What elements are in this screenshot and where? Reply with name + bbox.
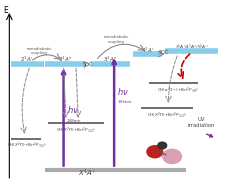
Text: SOC: SOC (83, 62, 93, 67)
Text: 248nm: 248nm (67, 119, 81, 123)
Text: CH($X^2\Pi$)+Br($^2P_{1/2}$): CH($X^2\Pi$)+Br($^2P_{1/2}$) (56, 125, 95, 135)
Text: $h\nu$: $h\nu$ (117, 85, 129, 97)
Text: $X^1A'$: $X^1A'$ (78, 167, 96, 179)
Text: CH($a^4\Sigma^-$)+Br($^2P_{3/2}$): CH($a^4\Sigma^-$)+Br($^2P_{3/2}$) (157, 85, 199, 95)
Text: UV
irradiation: UV irradiation (188, 117, 215, 128)
Circle shape (147, 146, 163, 158)
Text: $3^1A''$: $3^1A''$ (58, 55, 72, 64)
Text: nonadiabatic
coupling: nonadiabatic coupling (26, 46, 52, 55)
Text: CH($X^2\Pi$)+Br($^2P_{3/2}$): CH($X^2\Pi$)+Br($^2P_{3/2}$) (7, 140, 46, 149)
Text: 193nm: 193nm (117, 100, 132, 104)
Text: E: E (3, 6, 8, 15)
Circle shape (158, 142, 167, 149)
Text: $2^1A'$: $2^1A'$ (20, 55, 33, 64)
Text: $3^1A'/4^1A''/5^1A''$: $3^1A'/4^1A''/5^1A''$ (175, 43, 209, 52)
Text: $4^1A'$: $4^1A'$ (141, 46, 154, 55)
Text: SOC: SOC (158, 50, 169, 55)
Text: CH($X^2\Pi$)+Br($^2P_{1/2}$): CH($X^2\Pi$)+Br($^2P_{1/2}$) (148, 110, 187, 120)
Text: $h\nu$: $h\nu$ (67, 104, 79, 115)
Text: nonadiabatic
coupling: nonadiabatic coupling (104, 35, 129, 44)
Circle shape (163, 149, 182, 163)
Text: $3^1A''$: $3^1A''$ (103, 55, 118, 64)
